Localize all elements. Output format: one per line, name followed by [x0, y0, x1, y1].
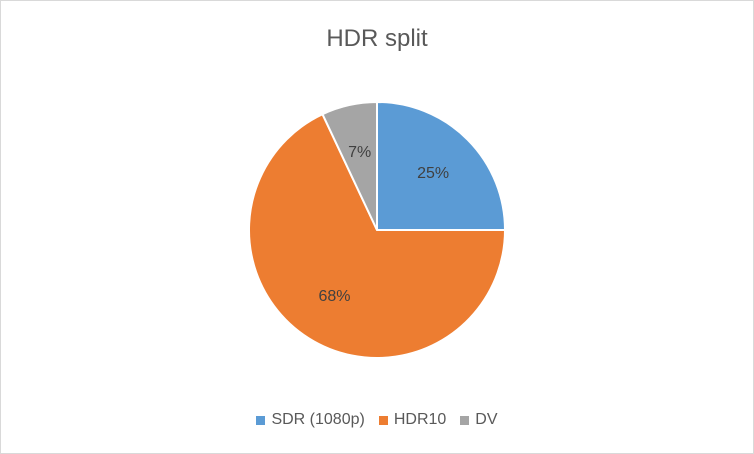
legend-swatch — [460, 415, 470, 425]
pie-slice-sdr-1080p — [376, 100, 507, 231]
data-label: 68% — [318, 288, 350, 305]
legend-label: SDR (1080p) — [271, 411, 365, 428]
legend-swatch — [256, 415, 266, 425]
legend-item: SDR (1080p) — [256, 411, 365, 429]
data-label: 7% — [348, 144, 371, 161]
pie-slice-dv — [321, 100, 378, 231]
legend-label: HDR10 — [393, 411, 447, 428]
chart-title: HDR split — [326, 25, 428, 52]
legend: SDR (1080p) HDR10 DV — [1, 411, 753, 429]
legend-item: DV — [460, 411, 498, 429]
pie-slice-hdr10 — [248, 112, 507, 359]
legend-item: HDR10 — [378, 411, 447, 429]
legend-label: DV — [475, 411, 498, 428]
data-label: 25% — [417, 165, 449, 182]
legend-swatch — [378, 415, 388, 425]
